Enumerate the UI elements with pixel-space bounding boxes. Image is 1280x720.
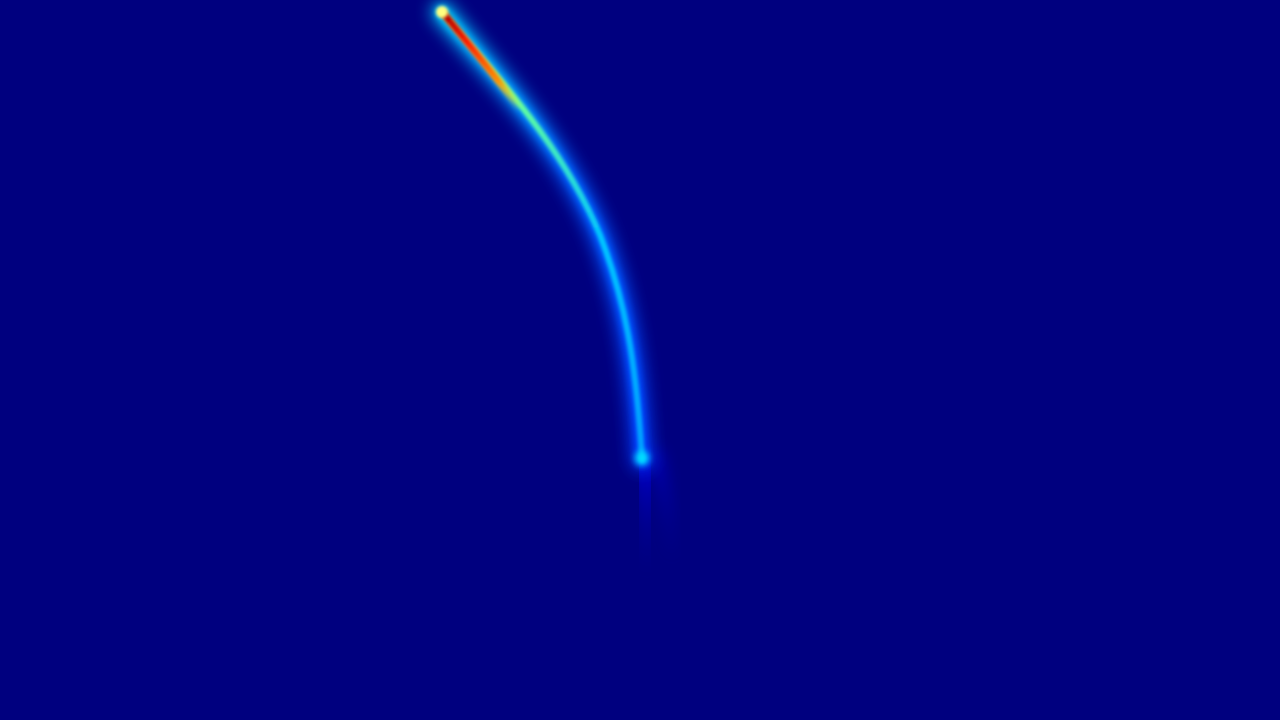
trace-tail bbox=[635, 453, 655, 572]
trace-end-dot bbox=[635, 451, 649, 465]
trace-tail-right bbox=[650, 450, 677, 560]
trace-start-dot bbox=[436, 6, 448, 18]
trace-hot-core bbox=[440, 10, 524, 114]
heat-trace bbox=[431, 1, 677, 572]
